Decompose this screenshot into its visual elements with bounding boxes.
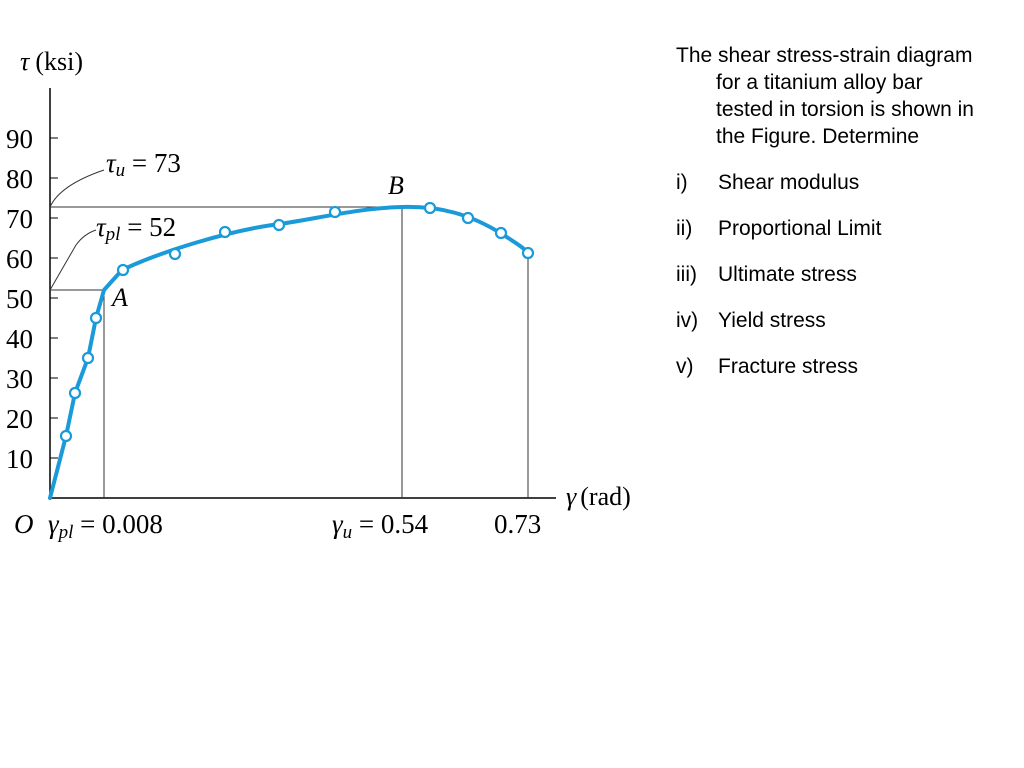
tau-pl-leader [49,229,97,291]
question-number: v) [676,355,694,378]
y-tick-label: 30 [6,364,33,394]
question-text: Shear modulus [718,171,860,194]
data-point [423,201,437,215]
problem-statement: The shear stress-strain diagram for a ti… [676,42,976,380]
question-text: Yield stress [718,309,826,332]
y-tick-label: 10 [6,444,33,474]
point-b-label: B [388,171,404,200]
question-number: iv) [676,309,699,332]
question-item: i) Shear modulus [676,169,976,196]
question-number: ii) [676,217,693,240]
tau-pl-label: τpl = 52 [96,212,176,245]
data-point [89,311,103,325]
question-item: v) Fracture stress [676,353,976,380]
y-tick-label: 20 [6,404,33,434]
question-item: iii) Ultimate stress [676,261,976,288]
gamma-pl-label: γpl = 0.008 [48,509,163,543]
question-text: Proportional Limit [718,217,882,240]
tau-u-label: τu = 73 [106,148,181,181]
question-text: Fracture stress [718,355,859,378]
stress-strain-diagram: τ (ksi) 90 80 70 60 50 40 30 20 10 [6,47,631,543]
y-tick-label: 40 [6,324,33,354]
data-point [68,386,82,400]
y-ticks: 90 80 70 60 50 40 30 20 10 [6,124,58,474]
y-tick-label: 70 [6,204,33,234]
data-point [521,246,535,260]
data-point [81,351,95,365]
problem-intro: The shear stress-strain diagram for a ti… [676,44,974,148]
tau-u-leader [49,169,105,208]
data-point [272,218,286,232]
y-tick-label: 80 [6,164,33,194]
question-number: i) [676,171,688,194]
data-point [494,226,508,240]
data-point [116,263,130,277]
data-point [168,247,182,261]
question-text: Ultimate stress [718,263,857,286]
y-tick-label: 50 [6,284,33,314]
gamma-f-label: 0.73 [494,509,541,539]
y-tick-label: 60 [6,244,33,274]
question-item: ii) Proportional Limit [676,215,976,242]
point-a-label: A [110,283,128,312]
y-axis-label: τ (ksi) [20,47,83,76]
question-number: iii) [676,263,697,286]
origin-label: O [14,509,34,539]
data-point [218,225,232,239]
stress-strain-curve [48,204,530,500]
data-markers [59,201,535,443]
y-tick-label: 90 [6,124,33,154]
question-item: iv) Yield stress [676,307,976,334]
x-axis-label: γ (rad) [566,482,631,511]
gamma-u-label: γu = 0.54 [332,509,429,543]
data-point [59,429,73,443]
data-point [328,205,342,219]
data-point [461,211,475,225]
